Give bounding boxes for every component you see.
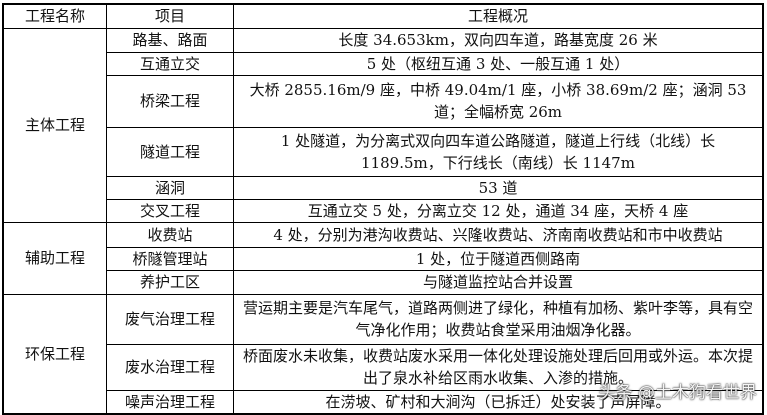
item-cell: 路基、路面 [106, 27, 234, 53]
table-row: 互通立交 5 处（枢纽互通 3 处、一般互通 1 处） [3, 51, 764, 76]
item-cell: 桥梁工程 [106, 74, 234, 128]
desc-cell: 大桥 2855.16m/9 座，中桥 49.04m/1 座，小桥 38.69m/… [233, 74, 764, 128]
desc-cell: 1 处隧道，为分离式双向四车道公路隧道，隧道上行线（北线）长 1189.5m，下… [233, 126, 764, 177]
table-row: 隧道工程 1 处隧道，为分离式双向四车道公路隧道，隧道上行线（北线）长 1189… [3, 126, 764, 177]
item-cell: 噪声治理工程 [106, 389, 234, 414]
item-cell: 废水治理工程 [106, 343, 234, 391]
group-name: 环保工程 [2, 293, 107, 414]
desc-cell: 5 处（枢纽互通 3 处、一般互通 1 处） [233, 51, 764, 76]
item-cell: 收费站 [106, 221, 234, 248]
header-overview: 工程概况 [233, 3, 764, 29]
item-cell: 交叉工程 [106, 198, 234, 223]
item-cell: 隧道工程 [106, 126, 234, 177]
item-cell: 废气治理工程 [106, 293, 234, 345]
group-name: 主体工程 [2, 27, 107, 223]
table-row: 桥隧管理站 1 处，位于隧道西侧路南 [3, 246, 764, 271]
item-cell: 桥隧管理站 [106, 246, 234, 271]
header-project-name: 工程名称 [2, 3, 107, 29]
item-cell: 养护工区 [106, 269, 234, 295]
table-row: 主体工程 路基、路面 长度 34.653km，双向四车道，路基宽度 26 米 [2, 27, 764, 223]
header-row: 工程名称 项目 工程概况 [2, 3, 764, 29]
desc-cell: 4 处，分别为港沟收费站、兴隆收费站、济南南收费站和市中收费站 [233, 221, 764, 248]
table-row: 废水治理工程 桥面废水未收集，收费站废水采用一体化处理设施处理后回用或外运。本次… [3, 343, 764, 391]
header-item: 项目 [106, 3, 234, 29]
table-row: 养护工区 与隧道监控站合并设置 [3, 269, 764, 295]
desc-cell: 长度 34.653km，双向四车道，路基宽度 26 米 [233, 27, 764, 53]
item-cell: 互通立交 [106, 51, 234, 76]
table-row: 辅助工程 收费站 4 处，分别为港沟收费站、兴隆收费站、济南南收费站和市中收费站 [2, 221, 764, 295]
desc-cell: 桥面废水未收集，收费站废水采用一体化处理设施处理后回用或外运。本次提出了泉水补给… [233, 343, 764, 391]
desc-cell: 营运期主要是汽车尾气，道路两侧进了绿化，种植有加杨、紫叶李等，具有空气净化作用；… [233, 293, 764, 345]
table-row: 涵洞 53 道 [3, 175, 764, 200]
project-overview-table: 工程名称 项目 工程概况 主体工程 路基、路面 长度 34.653km，双向四车… [2, 3, 764, 415]
group-name: 辅助工程 [2, 221, 107, 295]
desc-cell: 互通立交 5 处，分离立交 12 处，通道 34 座，天桥 4 座 [233, 198, 764, 223]
watermark: 头条 @土木狗看世界 [598, 383, 757, 403]
desc-cell: 1 处，位于隧道西侧路南 [233, 246, 764, 271]
table-row: 桥梁工程 大桥 2855.16m/9 座，中桥 49.04m/1 座，小桥 38… [3, 74, 764, 128]
table-row: 交叉工程 互通立交 5 处，分离立交 12 处，通道 34 座，天桥 4 座 [3, 198, 764, 223]
table-row: 环保工程 废气治理工程 营运期主要是汽车尾气，道路两侧进了绿化，种植有加杨、紫叶… [2, 293, 764, 414]
desc-cell: 与隧道监控站合并设置 [233, 269, 764, 295]
desc-cell: 53 道 [233, 175, 764, 200]
item-cell: 涵洞 [106, 175, 234, 200]
